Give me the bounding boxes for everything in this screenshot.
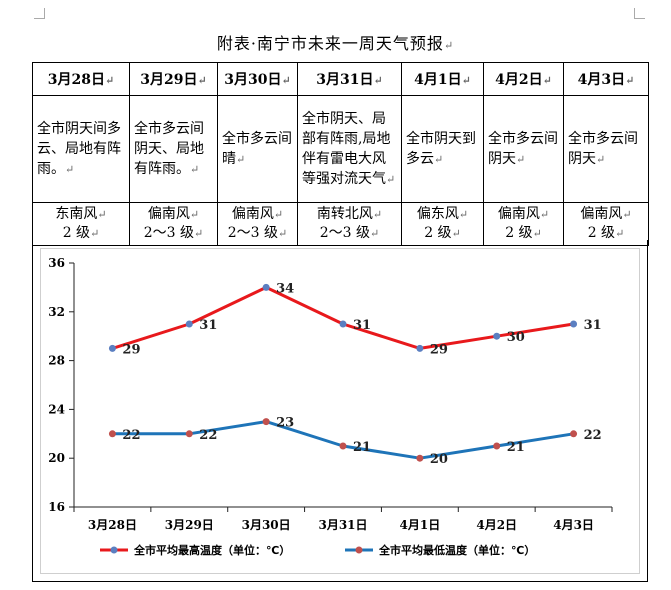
data-point (493, 442, 501, 450)
x-tick-label: 3月28日 (88, 518, 137, 532)
data-label: 29 (122, 342, 140, 357)
x-tick-label: 4月3日 (553, 518, 594, 532)
data-point (416, 454, 424, 462)
data-label: 23 (276, 416, 294, 431)
data-point (108, 430, 116, 438)
wind-cell: 偏南风↵ 2～3 级↵ (217, 202, 298, 246)
x-tick-label: 3月30日 (242, 518, 291, 532)
date-cell: 4月2日↵ (483, 62, 564, 96)
forecast-table: 3月28日↵ 3月29日↵ 3月30日↵ 3月31日↵ 4月1日↵ 4月2日↵ … (32, 62, 649, 246)
x-tick-label: 3月31日 (318, 518, 367, 532)
chart-area-border (40, 248, 640, 574)
data-point (493, 332, 501, 340)
wind-cell: 东南风↵ 2 级↵ (32, 202, 130, 246)
data-label: 22 (199, 428, 217, 443)
y-tick-label: 16 (48, 500, 65, 514)
x-tick-label: 4月2日 (476, 518, 517, 532)
y-tick-label: 24 (48, 402, 65, 416)
data-point (185, 430, 193, 438)
data-label: 34 (276, 281, 294, 296)
data-label: 22 (122, 428, 140, 443)
data-point (570, 320, 578, 328)
y-tick-label: 20 (48, 451, 65, 465)
data-label: 31 (584, 318, 602, 333)
weather-cell: 全市阴天间多云、局地有阵雨。↵ (32, 95, 130, 203)
data-point (185, 320, 193, 328)
weather-cell: 全市多云间晴↵ (217, 95, 298, 203)
date-cell: 3月28日↵ (32, 62, 130, 96)
date-cell: 4月3日↵ (563, 62, 649, 96)
data-label: 20 (430, 452, 448, 467)
data-point (262, 418, 270, 426)
wind-cell: 偏东风↵ 2 级↵ (401, 202, 484, 246)
series-line (111, 285, 574, 350)
weather-cell: 全市阴天到多云↵ (401, 95, 484, 203)
chart-frame (32, 240, 648, 582)
page-title: 附表·南宁市未来一周天气预报↵ (216, 34, 455, 53)
page-corner-mark (634, 8, 645, 19)
data-point (416, 344, 424, 352)
date-cell: 4月1日↵ (401, 62, 484, 96)
legend-marker (355, 546, 363, 554)
weather-cell: 全市阴天、局部有阵雨,局地伴有雷电大风等强对流天气↵ (297, 95, 402, 203)
data-point (339, 320, 347, 328)
page-corner-mark (34, 8, 45, 19)
series-line (112, 420, 574, 460)
legend-marker (110, 546, 118, 554)
data-label: 21 (353, 440, 371, 455)
data-label: 22 (584, 428, 602, 443)
y-tick-label: 32 (48, 305, 65, 319)
y-tick-label: 36 (48, 256, 65, 270)
x-tick-label: 3月29日 (165, 518, 214, 532)
data-label: 29 (430, 342, 448, 357)
legend-label: 全市平均最低温度（单位：℃） (378, 543, 535, 557)
wind-cell: 南转北风↵ 2～3 级↵ (297, 202, 402, 246)
date-row: 3月28日↵ 3月29日↵ 3月30日↵ 3月31日↵ 4月1日↵ 4月2日↵ … (32, 62, 649, 96)
data-label: 31 (353, 318, 371, 333)
data-label: 31 (199, 318, 217, 333)
y-tick-label: 28 (48, 354, 65, 368)
legend-label: 全市平均最高温度（单位：℃） (133, 543, 290, 557)
x-tick-label: 4月1日 (400, 518, 441, 532)
data-point (339, 442, 347, 450)
wind-cell: 偏南风↵ 2 级↵ (563, 202, 649, 246)
weather-cell: 全市多云间阴天、局地有阵雨。↵ (129, 95, 218, 203)
data-label: 21 (507, 440, 525, 455)
data-point (570, 430, 578, 438)
data-point (262, 283, 270, 291)
data-point (108, 344, 116, 352)
data-label: 30 (507, 330, 525, 345)
wind-row: 东南风↵ 2 级↵ 偏南风↵ 2～3 级↵ 偏南风↵ 2～3 级↵ 南转北风↵ 2～3 … (32, 202, 649, 246)
